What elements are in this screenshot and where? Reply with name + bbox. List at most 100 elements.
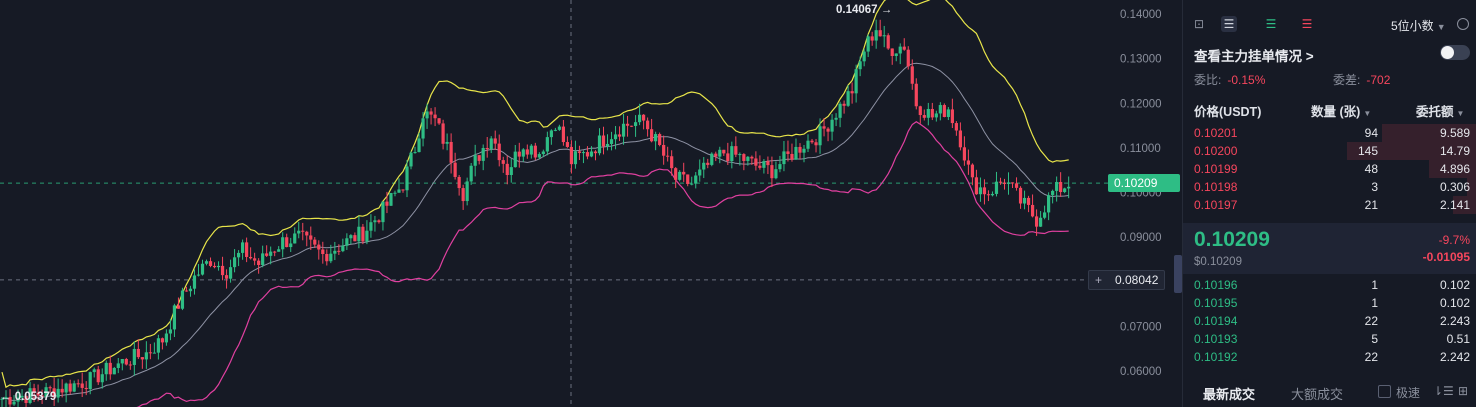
candle-body xyxy=(585,152,590,157)
candle-body xyxy=(36,392,40,396)
bid-row[interactable]: 0.10194 22 2.243 xyxy=(1183,312,1476,330)
layout-bids-icon[interactable]: ☰ xyxy=(1265,17,1277,31)
candle-body xyxy=(509,167,513,176)
layout-asks-icon[interactable]: ☰ xyxy=(1301,17,1313,31)
ask-row[interactable]: 0.10201 94 9.589 xyxy=(1183,124,1476,142)
candle-body xyxy=(249,256,253,259)
candle-body xyxy=(577,151,582,153)
candle-body xyxy=(144,352,148,360)
candle-body xyxy=(930,108,934,118)
candle-body xyxy=(461,188,465,202)
tab-large-trades[interactable]: 大额成交 xyxy=(1291,387,1344,402)
last-price[interactable]: 0.10209 xyxy=(1194,228,1270,251)
candle-body xyxy=(970,164,975,178)
candle-body xyxy=(289,243,293,248)
candle-body xyxy=(662,144,666,156)
candle-body xyxy=(822,126,826,129)
candle-body xyxy=(88,372,92,390)
layout-both-icon[interactable]: ☰ xyxy=(1221,16,1237,32)
candle-body xyxy=(722,149,726,154)
ask-depth-bar xyxy=(1467,178,1476,196)
candle-body xyxy=(517,151,521,157)
amount-column-header[interactable]: 委托额 ▼ xyxy=(1416,101,1464,120)
mainforce-orders-link[interactable]: 查看主力挂单情况 > xyxy=(1194,49,1314,64)
candle-body xyxy=(12,401,16,405)
more-icon[interactable]: ⊞ xyxy=(1458,384,1469,398)
candle-body xyxy=(910,66,914,84)
candle-body xyxy=(778,164,782,170)
order-ratio-value: -0.15% xyxy=(1227,73,1266,87)
candle-body xyxy=(84,387,88,390)
candle-body xyxy=(397,189,401,193)
order-diff: 委差: -702 xyxy=(1333,71,1390,88)
candle-body xyxy=(501,160,505,164)
ask-row[interactable]: 0.10200 145 14.79 xyxy=(1183,142,1476,160)
candle-body xyxy=(1018,187,1023,204)
layout-default-icon[interactable]: ⊡ xyxy=(1193,17,1205,31)
candle-body xyxy=(4,397,8,399)
candle-body xyxy=(1022,197,1027,204)
candle-body xyxy=(92,369,96,373)
candle-body xyxy=(557,126,561,130)
candle-body xyxy=(453,162,457,177)
candle-body xyxy=(445,141,449,144)
crosshair-price-tag[interactable]: +0.08042 xyxy=(1088,270,1166,290)
fast-mode-checkbox[interactable] xyxy=(1378,385,1391,398)
qty-column-header[interactable]: 数量 (张) ▼ xyxy=(1311,101,1371,120)
filter-icon[interactable]: ⇂☰ xyxy=(1433,384,1454,398)
panel-divider xyxy=(1182,0,1183,407)
ask-qty: 48 xyxy=(1364,162,1378,176)
candle-body xyxy=(393,192,397,194)
chevron-down-icon: ▼ xyxy=(1456,109,1465,118)
ask-row[interactable]: 0.10197 21 2.141 xyxy=(1183,196,1476,214)
candle-body xyxy=(878,30,882,37)
add-alert-icon[interactable]: + xyxy=(1095,273,1103,287)
settings-icon[interactable] xyxy=(1457,18,1469,30)
candle-body xyxy=(633,122,638,126)
ask-depth-bar xyxy=(1382,124,1476,142)
ask-row[interactable]: 0.10199 48 4.896 xyxy=(1183,160,1476,178)
qty-column-label: 数量 (张) xyxy=(1311,105,1361,119)
candle-body xyxy=(637,114,642,123)
candle-body xyxy=(1038,217,1043,227)
bid-row[interactable]: 0.10196 1 0.102 xyxy=(1183,276,1476,294)
chart-canvas[interactable]: 0.140000.130000.120000.110000.100000.090… xyxy=(0,0,1182,407)
tab-latest-trades[interactable]: 最新成交 xyxy=(1203,387,1256,402)
candle-body xyxy=(361,226,365,242)
bid-row[interactable]: 0.10192 22 2.242 xyxy=(1183,348,1476,366)
mainforce-toggle[interactable] xyxy=(1440,45,1470,60)
candle-body xyxy=(710,153,714,165)
ask-amount: 14.79 xyxy=(1439,144,1470,158)
ask-row[interactable]: 0.10198 3 0.306 xyxy=(1183,178,1476,196)
candle-body xyxy=(525,149,529,155)
candle-body xyxy=(974,177,979,195)
decimals-select[interactable]: 5位小数 ▼ xyxy=(1391,17,1446,34)
candle-body xyxy=(553,129,557,131)
candle-body xyxy=(561,126,565,143)
panel-collapse-handle[interactable] xyxy=(1174,255,1182,293)
kline-chart[interactable]: 0.14000 0.13000 0.12000 0.11000 0.10000 0.090… xyxy=(0,0,1182,407)
candle-body xyxy=(329,253,333,262)
candle-body xyxy=(565,142,570,147)
candle-body xyxy=(28,388,32,403)
candle-body xyxy=(982,187,987,195)
candle-body xyxy=(192,275,197,289)
candle-body xyxy=(814,142,818,146)
candle-body xyxy=(184,290,189,292)
candle-body xyxy=(858,61,862,70)
candle-body xyxy=(481,147,485,161)
candle-body xyxy=(658,134,662,145)
candle-body xyxy=(990,193,995,196)
candle-body xyxy=(505,163,509,176)
candle-body xyxy=(842,103,846,106)
candle-body xyxy=(465,181,469,202)
bid-row[interactable]: 0.10195 1 0.102 xyxy=(1183,294,1476,312)
candle-body xyxy=(473,155,477,166)
candle-body xyxy=(886,35,890,49)
bid-row[interactable]: 0.10193 5 0.51 xyxy=(1183,330,1476,348)
candle-body xyxy=(52,388,56,398)
fast-mode-label: 极速 xyxy=(1396,386,1421,400)
candle-body xyxy=(232,257,237,268)
candle-body xyxy=(405,166,409,191)
candle-body xyxy=(489,138,493,150)
